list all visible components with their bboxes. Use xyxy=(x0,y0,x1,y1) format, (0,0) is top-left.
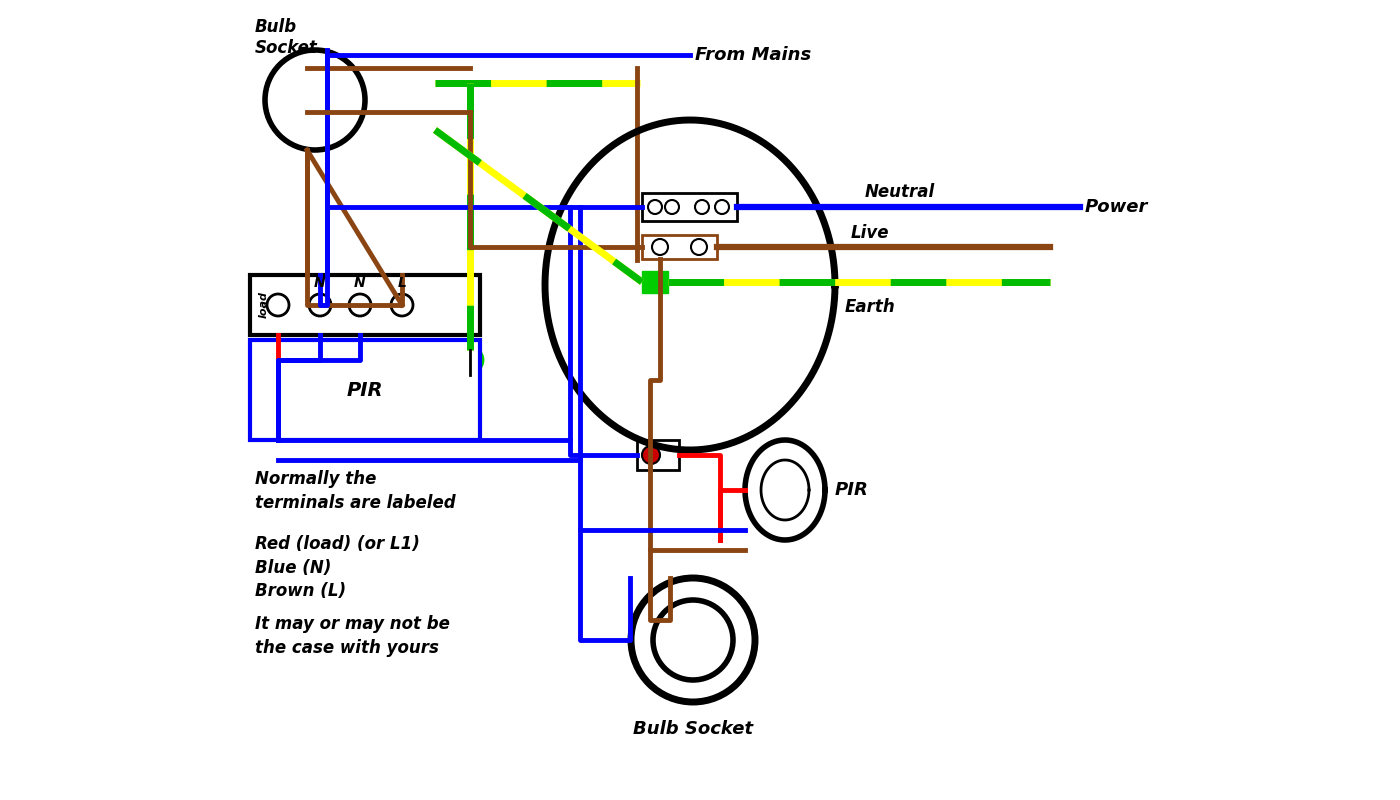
Text: Power: Power xyxy=(1085,198,1148,216)
Circle shape xyxy=(391,294,413,316)
Text: Red (load) (or L1)
Blue (N)
Brown (L): Red (load) (or L1) Blue (N) Brown (L) xyxy=(255,535,420,600)
Text: load: load xyxy=(259,291,269,318)
Text: PIR: PIR xyxy=(834,481,869,499)
Circle shape xyxy=(665,200,679,214)
Text: It may or may not be
the case with yours: It may or may not be the case with yours xyxy=(255,615,449,657)
Circle shape xyxy=(456,347,483,373)
Circle shape xyxy=(694,200,708,214)
Circle shape xyxy=(715,200,729,214)
Text: Bulb
Socket: Bulb Socket xyxy=(255,18,318,57)
Circle shape xyxy=(309,294,330,316)
Circle shape xyxy=(267,294,288,316)
Bar xyxy=(643,193,736,221)
Text: L: L xyxy=(398,276,406,290)
Circle shape xyxy=(692,239,707,255)
Text: N: N xyxy=(354,276,365,290)
Text: Live: Live xyxy=(851,224,889,242)
Bar xyxy=(637,440,679,470)
Bar xyxy=(643,271,668,293)
Circle shape xyxy=(648,200,662,214)
Text: Earth: Earth xyxy=(844,298,896,316)
Bar xyxy=(251,340,480,440)
Circle shape xyxy=(643,446,659,464)
Circle shape xyxy=(652,239,668,255)
Text: Bulb Socket: Bulb Socket xyxy=(633,720,753,738)
Text: Normally the
terminals are labeled: Normally the terminals are labeled xyxy=(255,470,455,512)
Circle shape xyxy=(349,294,371,316)
Text: From Mains: From Mains xyxy=(694,46,811,64)
Bar xyxy=(251,275,480,335)
Text: Neutral: Neutral xyxy=(865,183,935,201)
Text: PIR: PIR xyxy=(347,381,384,399)
Text: N: N xyxy=(314,276,326,290)
Bar xyxy=(643,235,717,259)
